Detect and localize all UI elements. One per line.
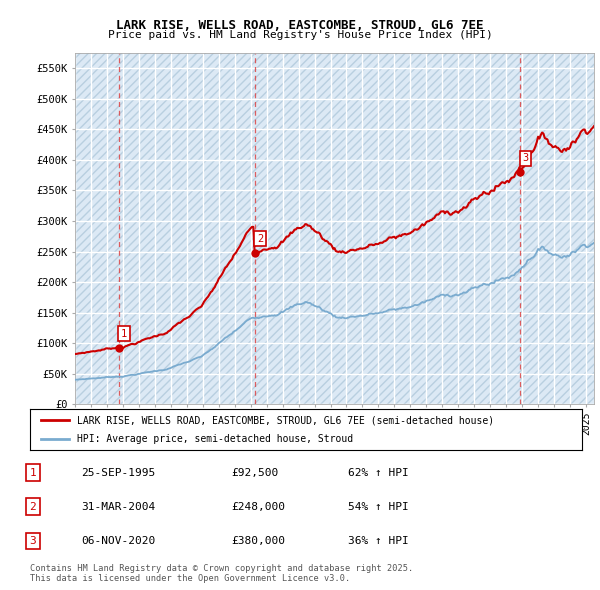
- Text: £248,000: £248,000: [231, 502, 285, 512]
- Text: 62% ↑ HPI: 62% ↑ HPI: [348, 468, 409, 477]
- Text: 31-MAR-2004: 31-MAR-2004: [81, 502, 155, 512]
- Text: Price paid vs. HM Land Registry's House Price Index (HPI): Price paid vs. HM Land Registry's House …: [107, 30, 493, 40]
- Text: 25-SEP-1995: 25-SEP-1995: [81, 468, 155, 477]
- Text: 2: 2: [29, 502, 37, 512]
- Text: 1: 1: [121, 329, 127, 339]
- Text: 3: 3: [29, 536, 37, 546]
- Text: 3: 3: [522, 153, 529, 163]
- Text: HPI: Average price, semi-detached house, Stroud: HPI: Average price, semi-detached house,…: [77, 434, 353, 444]
- Text: 2: 2: [257, 234, 263, 244]
- Text: LARK RISE, WELLS ROAD, EASTCOMBE, STROUD, GL6 7EE: LARK RISE, WELLS ROAD, EASTCOMBE, STROUD…: [116, 19, 484, 32]
- Text: 54% ↑ HPI: 54% ↑ HPI: [348, 502, 409, 512]
- Text: £92,500: £92,500: [231, 468, 278, 477]
- Text: 06-NOV-2020: 06-NOV-2020: [81, 536, 155, 546]
- Text: £380,000: £380,000: [231, 536, 285, 546]
- Text: 36% ↑ HPI: 36% ↑ HPI: [348, 536, 409, 546]
- Text: 1: 1: [29, 468, 37, 477]
- Text: LARK RISE, WELLS ROAD, EASTCOMBE, STROUD, GL6 7EE (semi-detached house): LARK RISE, WELLS ROAD, EASTCOMBE, STROUD…: [77, 415, 494, 425]
- Text: Contains HM Land Registry data © Crown copyright and database right 2025.
This d: Contains HM Land Registry data © Crown c…: [30, 563, 413, 583]
